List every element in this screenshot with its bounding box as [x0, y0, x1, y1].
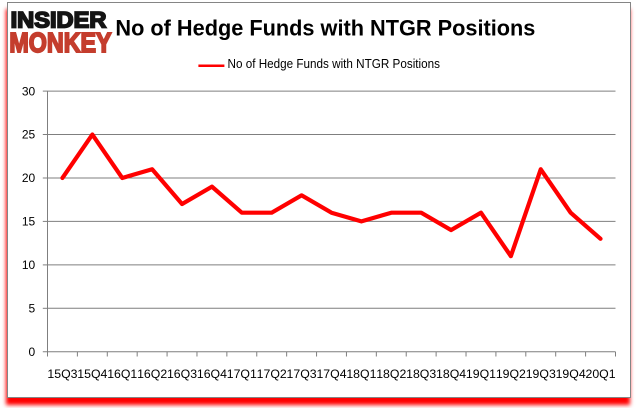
svg-text:0: 0 — [29, 345, 36, 359]
svg-text:INSIDER: INSIDER — [11, 8, 107, 33]
svg-text:19Q4: 19Q4 — [556, 367, 586, 381]
svg-text:10: 10 — [22, 258, 36, 272]
svg-text:5: 5 — [29, 302, 36, 316]
svg-text:19Q3: 19Q3 — [526, 367, 556, 381]
svg-text:17Q3: 17Q3 — [287, 367, 317, 381]
svg-text:MONKEY: MONKEY — [9, 27, 111, 58]
svg-text:17Q2: 17Q2 — [257, 367, 287, 381]
svg-text:18Q1: 18Q1 — [346, 367, 376, 381]
svg-text:30: 30 — [22, 84, 36, 98]
svg-text:18Q2: 18Q2 — [376, 367, 406, 381]
svg-text:16Q2: 16Q2 — [137, 367, 167, 381]
svg-text:18Q3: 18Q3 — [406, 367, 436, 381]
svg-text:20: 20 — [22, 171, 36, 185]
svg-text:20Q1: 20Q1 — [585, 367, 615, 381]
svg-text:No of Hedge Funds with NTGR Po: No of Hedge Funds with NTGR Positions — [228, 56, 441, 71]
svg-text:No of Hedge Funds with NTGR Po: No of Hedge Funds with NTGR Positions — [115, 16, 535, 41]
svg-text:15Q4: 15Q4 — [77, 367, 107, 381]
svg-text:15Q3: 15Q3 — [47, 367, 77, 381]
svg-text:16Q3: 16Q3 — [167, 367, 197, 381]
svg-text:19Q1: 19Q1 — [466, 367, 496, 381]
svg-text:17Q4: 17Q4 — [316, 367, 346, 381]
svg-text:19Q2: 19Q2 — [496, 367, 526, 381]
svg-text:15: 15 — [22, 215, 36, 229]
svg-text:17Q1: 17Q1 — [227, 367, 257, 381]
svg-text:18Q4: 18Q4 — [436, 367, 466, 381]
svg-text:16Q1: 16Q1 — [107, 367, 137, 381]
svg-text:16Q4: 16Q4 — [197, 367, 227, 381]
svg-text:25: 25 — [22, 128, 36, 142]
